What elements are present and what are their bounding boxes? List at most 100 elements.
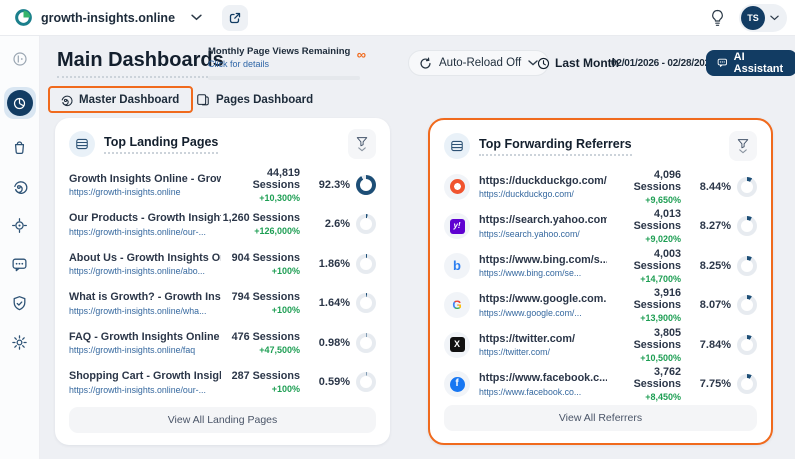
open-site-button[interactable]	[222, 5, 248, 31]
site-name[interactable]: growth-insights.online	[41, 11, 175, 25]
referrer-title-text: https://duckduckgo.com/	[479, 175, 607, 187]
sidebar-toggle-icon[interactable]	[9, 48, 31, 70]
site-logo-icon	[14, 8, 33, 27]
sessions-value: 3,916 Sessions	[607, 287, 681, 311]
referrer-row[interactable]: https://duckduckgo.com/https://duckduckg…	[444, 167, 757, 207]
card-header: Top Landing Pages	[69, 129, 376, 159]
referrer-url-link[interactable]: https://search.yahoo.com/	[479, 229, 607, 239]
percent-donut	[356, 214, 376, 234]
change-badge: +100%	[221, 266, 300, 276]
view-all-landing-pages-button[interactable]: View All Landing Pages	[69, 407, 376, 433]
referrer-url-link[interactable]: https://twitter.com/	[479, 347, 607, 357]
landing-row[interactable]: Shopping Cart - Growth Insights ... https…	[69, 363, 376, 403]
referrer-row[interactable]: X https://twitter.com/https://twitter.co…	[444, 325, 757, 365]
spiral-icon	[59, 93, 73, 107]
tab-pages-dashboard[interactable]: Pages Dashboard	[196, 89, 313, 111]
referrer-row[interactable]: y! https://search.yahoo.com/https://sear…	[444, 207, 757, 247]
change-badge: +9,650%	[607, 195, 681, 205]
sessions-value: 476 Sessions	[221, 331, 300, 343]
sidebar-item-settings[interactable]	[9, 331, 31, 353]
filter-button[interactable]	[729, 131, 757, 161]
period-label: Last Month	[555, 56, 619, 70]
chevron-down-icon	[770, 15, 779, 21]
percent-value: 8.27%	[700, 220, 731, 232]
refresh-icon	[419, 57, 432, 70]
quota-value: ∞	[357, 48, 366, 61]
auto-reload-dropdown[interactable]: Auto-Reload Off	[408, 50, 549, 76]
tab-pages-label: Pages Dashboard	[216, 94, 313, 106]
page-url-link[interactable]: https://growth-insights.online/our-...	[69, 227, 221, 237]
tab-master-dashboard[interactable]: Master Dashboard	[48, 86, 193, 113]
landing-row[interactable]: Our Products - Growth Insights O...https…	[69, 205, 376, 245]
page-title-text: Shopping Cart - Growth Insights ...	[69, 370, 221, 382]
change-badge: +100%	[221, 305, 300, 315]
chevron-down-icon	[358, 147, 366, 152]
quota-title: Monthly Page Views Remaining	[208, 46, 366, 57]
clock-icon	[537, 57, 550, 70]
page-url-link[interactable]: https://growth-insights.online/wha...	[69, 306, 221, 316]
page-title-text: Growth Insights Online - Growth I...	[69, 173, 221, 185]
quota-details-link[interactable]: Click for details	[208, 59, 366, 69]
pages-icon	[196, 93, 210, 107]
referrer-url-link[interactable]: https://duckduckgo.com/	[479, 189, 607, 199]
page-url-link[interactable]: https://growth-insights.online	[69, 187, 221, 197]
chevron-down-icon	[739, 149, 747, 154]
page-title: Main Dashboards	[57, 49, 224, 78]
filter-button[interactable]	[348, 129, 376, 159]
view-all-referrers-button[interactable]: View All Referrers	[444, 405, 757, 431]
page-url-link[interactable]: https://growth-insights.online/abo...	[69, 266, 221, 276]
period-selector[interactable]: Last Month	[537, 56, 619, 70]
percent-value: 7.84%	[700, 339, 731, 351]
page-url-link[interactable]: https://growth-insights.online/faq	[69, 345, 221, 355]
landing-row[interactable]: About Us - Growth Insights Onlinehttps:/…	[69, 244, 376, 284]
percent-donut	[356, 372, 376, 392]
change-badge: +47,500%	[221, 345, 300, 355]
sidebar-item-chat[interactable]	[9, 253, 31, 275]
tab-master-label: Master Dashboard	[79, 94, 179, 106]
lightbulb-icon[interactable]	[710, 9, 725, 27]
percent-donut	[356, 293, 376, 313]
sidebar-item-target[interactable]	[9, 214, 31, 236]
referrer-title-text: https://www.google.com...	[479, 293, 607, 305]
twitter-favicon: X	[444, 332, 470, 358]
sessions-value: 4,013 Sessions	[607, 208, 681, 232]
change-badge: +10,300%	[221, 193, 300, 203]
landing-row[interactable]: What is Growth? - Growth Insight...https…	[69, 284, 376, 324]
chevron-down-icon[interactable]	[191, 14, 202, 21]
page-url-link[interactable]: https://growth-insights.online/our-...	[69, 385, 221, 395]
landing-row[interactable]: FAQ - Growth Insights Onlinehttps://grow…	[69, 323, 376, 363]
referrer-title-text: https://www.facebook.c...	[479, 372, 607, 384]
sidebar-item-spiral[interactable]	[9, 175, 31, 197]
server-icon	[69, 131, 95, 157]
quota-block: Monthly Page Views Remaining Click for d…	[208, 46, 366, 80]
referrer-row[interactable]: G https://www.google.com...https://www.g…	[444, 286, 757, 326]
sidebar-item-security[interactable]	[9, 292, 31, 314]
percent-donut	[356, 175, 376, 195]
referrer-url-link[interactable]: https://www.google.com/...	[479, 308, 607, 318]
percent-value: 8.25%	[700, 260, 731, 272]
referrer-row[interactable]: b https://www.bing.com/s...https://www.b…	[444, 246, 757, 286]
sidebar-item-dashboard-active[interactable]	[4, 87, 36, 119]
funnel-icon	[356, 136, 368, 147]
change-badge: +126,000%	[221, 226, 300, 236]
auto-reload-label: Auto-Reload Off	[439, 57, 521, 69]
sessions-value: 4,003 Sessions	[607, 248, 681, 272]
ai-assistant-button[interactable]: AI Assistant	[706, 50, 795, 76]
change-badge: +10,500%	[607, 353, 681, 363]
card-title: Top Landing Pages	[104, 135, 218, 154]
sidebar-item-shop[interactable]	[9, 136, 31, 158]
percent-value: 1.86%	[319, 258, 350, 270]
landing-row[interactable]: Growth Insights Online - Growth I... http…	[69, 165, 376, 205]
referrer-url-link[interactable]: https://www.bing.com/se...	[479, 268, 607, 278]
sessions-value: 1,260 Sessions	[221, 212, 300, 224]
referrers-list: https://duckduckgo.com/https://duckduckg…	[444, 167, 757, 404]
referrer-url-link[interactable]: https://www.facebook.co...	[479, 387, 607, 397]
referrer-row[interactable]: f https://www.facebook.c...https://www.f…	[444, 365, 757, 405]
user-menu[interactable]: TS	[739, 4, 787, 32]
change-badge: +100%	[221, 384, 300, 394]
top-landing-pages-card: Top Landing Pages Growth Insights Online…	[55, 118, 390, 445]
percent-donut	[737, 256, 757, 276]
percent-value: 0.98%	[319, 337, 350, 349]
sessions-value: 44,819 Sessions	[221, 167, 300, 191]
top-forwarding-referrers-card: Top Forwarding Referrers https://duckduc…	[428, 118, 773, 445]
